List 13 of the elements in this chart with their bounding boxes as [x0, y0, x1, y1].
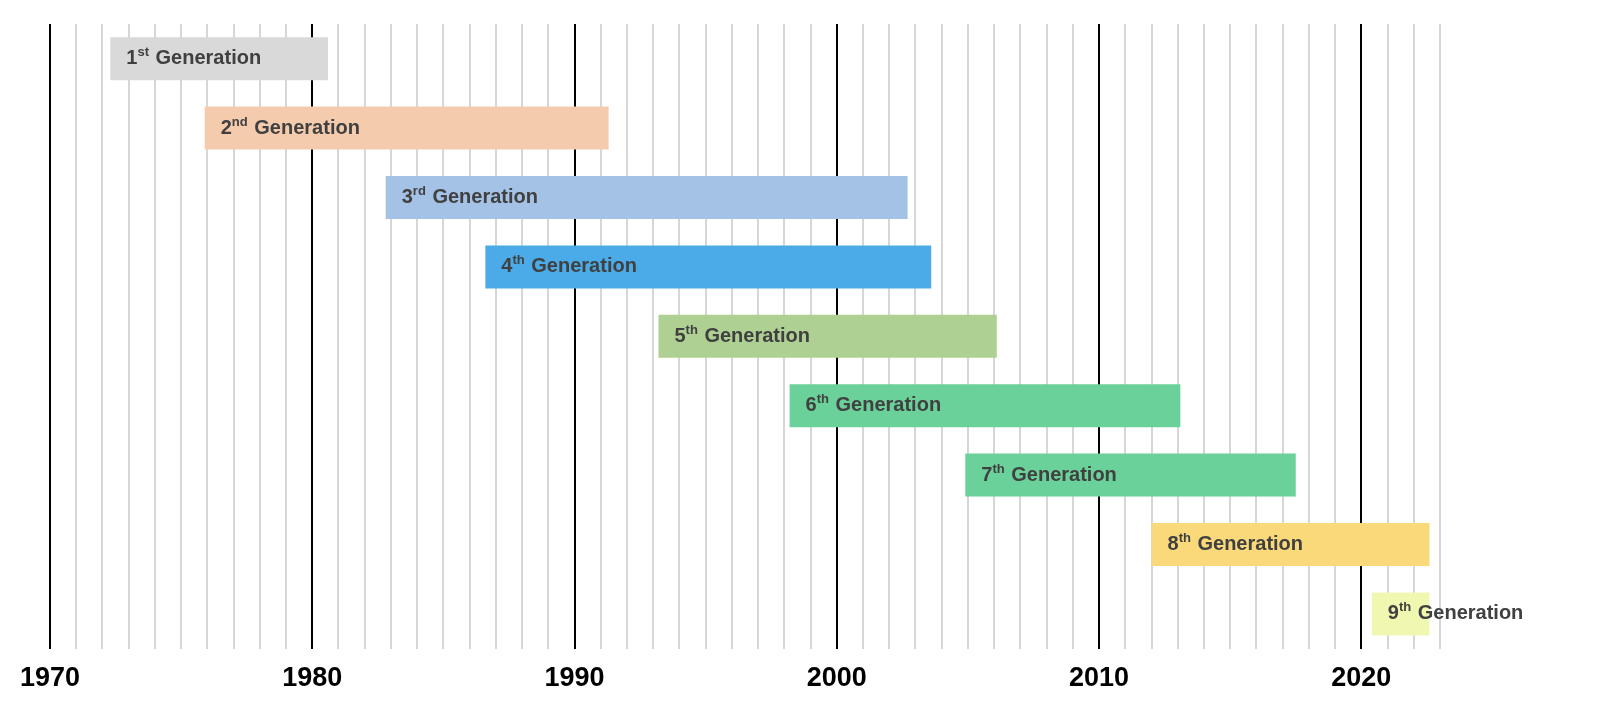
bar — [485, 245, 932, 289]
x-tick-label: 1970 — [19, 662, 81, 693]
bar — [789, 384, 1181, 428]
bar — [385, 176, 908, 219]
x-tick-label: 1980 — [282, 662, 343, 693]
x-tick-label: 2000 — [806, 662, 867, 693]
x-tick-label: 2020 — [1331, 662, 1392, 693]
bar — [965, 453, 1296, 497]
x-tick-label: 1990 — [544, 662, 605, 693]
bar — [1151, 523, 1430, 566]
x-tick-label: 2010 — [1069, 662, 1130, 693]
bar — [658, 314, 997, 358]
bar — [204, 106, 609, 150]
